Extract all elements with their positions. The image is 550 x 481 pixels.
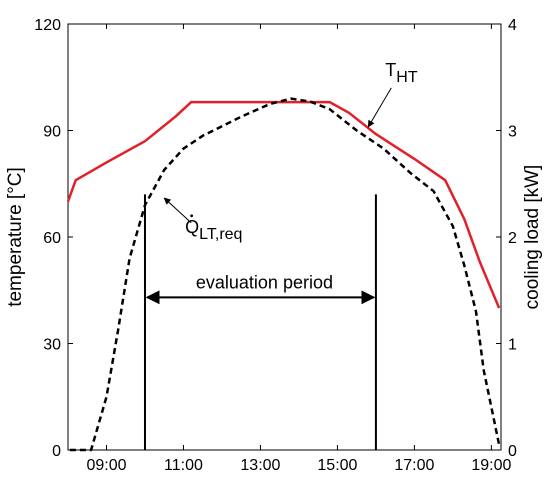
x-tick-label: 09:00: [86, 457, 126, 474]
x-tick-label: 17:00: [394, 457, 434, 474]
y-right-tick-label: 0: [508, 443, 517, 460]
x-tick-label: 13:00: [240, 457, 280, 474]
series-line-temperature: [66, 100, 501, 309]
annotation-label-q-lt-req: QLT,req: [185, 217, 242, 243]
x-tick-label: 15:00: [317, 457, 357, 474]
y-right-tick-label: 1: [508, 337, 517, 354]
y-left-tick-label: 60: [43, 230, 61, 247]
y-right-tick-label: 4: [508, 17, 517, 34]
y-axis-right-title: cooling load [kW]: [522, 165, 543, 310]
y-left-tick-label: 0: [52, 443, 61, 460]
y-axis-right: 0 1 2 3 4: [496, 17, 517, 460]
y-right-tick-label: 3: [508, 124, 517, 141]
y-axis-left: 0 30 60 90 120: [34, 17, 73, 460]
y-axis-left-title: temperature [°C]: [5, 167, 26, 307]
annotation-arrow: [367, 87, 392, 128]
x-tick-label: 11:00: [164, 457, 203, 474]
series-group: [66, 97, 501, 452]
series-line-cooling-load: [69, 97, 501, 452]
y-right-tick-label: 2: [508, 230, 517, 247]
y-left-tick-label: 120: [34, 17, 61, 34]
y-left-tick-label: 90: [43, 124, 61, 141]
annotations: THT QLT,req: [163, 60, 418, 243]
evaluation-period-label: evaluation period: [196, 272, 333, 292]
q-dot-accent: [190, 214, 194, 218]
evaluation-period: evaluation period: [143, 194, 377, 450]
plot-frame: [67, 23, 502, 451]
annotation-arrow: [163, 197, 192, 224]
y-left-tick-label: 30: [43, 337, 61, 354]
x-axis: 09:00 11:00 13:00 15:00 17:00 19:00: [86, 24, 511, 474]
annotation-label-t-ht: THT: [385, 60, 418, 86]
x-tick-label: 19:00: [471, 457, 511, 474]
